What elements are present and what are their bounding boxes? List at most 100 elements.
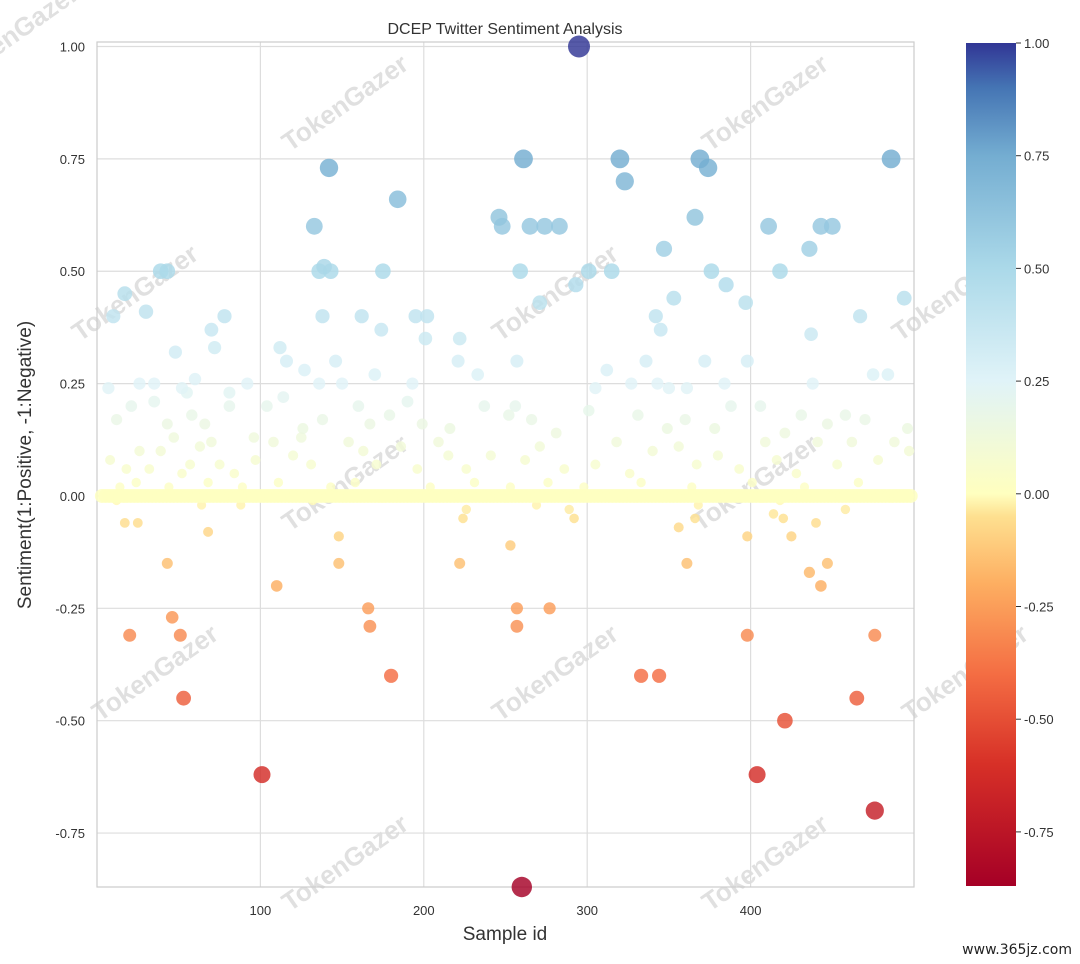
data-point (503, 409, 515, 421)
colorbar-tick-label: 0.00 (1024, 487, 1049, 502)
data-point (443, 450, 454, 461)
data-point (748, 766, 766, 784)
data-point (383, 409, 396, 421)
data-point (316, 414, 329, 426)
data-point (581, 263, 597, 280)
data-point (253, 766, 271, 784)
data-point (133, 377, 146, 390)
data-point (551, 217, 568, 235)
data-point (204, 322, 219, 337)
data-point (673, 441, 684, 452)
colorbar-tick-label: 0.25 (1024, 374, 1049, 389)
data-point (511, 876, 532, 898)
data-point (509, 400, 522, 412)
data-point (559, 464, 570, 474)
watermark-text: TokenGazer (86, 618, 224, 727)
data-point (534, 441, 545, 452)
data-point (111, 414, 123, 426)
data-point (636, 477, 646, 488)
data-point (896, 290, 912, 306)
data-point (384, 668, 399, 683)
data-point (490, 208, 508, 226)
data-point (881, 149, 901, 169)
data-point (352, 400, 365, 412)
data-point (329, 354, 343, 368)
data-point (138, 304, 154, 319)
x-axis-ticks: 100 200 300 400 (250, 903, 762, 918)
y-tick-label: 0.25 (60, 377, 85, 392)
data-point (801, 240, 818, 257)
data-point (371, 459, 382, 470)
data-point (297, 423, 309, 434)
data-point (821, 418, 833, 430)
y-tick-label: 1.00 (60, 39, 85, 54)
data-point (364, 418, 376, 430)
data-point (651, 377, 664, 390)
data-point (102, 382, 115, 395)
data-point (461, 504, 471, 515)
data-point (277, 391, 290, 403)
data-points (94, 35, 918, 898)
data-point (840, 504, 851, 515)
data-point (132, 518, 143, 528)
data-point (777, 712, 793, 729)
data-point (853, 477, 864, 488)
x-tick-label: 100 (250, 903, 272, 918)
data-point (125, 400, 138, 412)
data-point (866, 368, 880, 381)
data-point (742, 531, 753, 542)
chart-title: DCEP Twitter Sentiment Analysis (387, 21, 622, 38)
data-point (803, 566, 816, 579)
data-point (510, 619, 524, 633)
data-point (131, 477, 141, 488)
data-point (536, 217, 554, 235)
data-point (362, 602, 375, 615)
data-point (117, 286, 133, 302)
data-point (217, 309, 232, 324)
data-point (853, 309, 868, 324)
data-point (176, 690, 192, 706)
data-point (412, 464, 423, 474)
data-point (315, 309, 330, 324)
y-tick-label: 0.75 (60, 152, 85, 167)
data-point (679, 414, 691, 426)
data-point (804, 327, 818, 342)
colorbar (966, 43, 1016, 886)
data-point (119, 518, 130, 528)
data-point (420, 309, 435, 324)
data-point (248, 432, 260, 443)
data-point (738, 295, 753, 311)
data-point (261, 400, 273, 412)
y-tick-label: -0.25 (55, 601, 85, 616)
data-point (903, 445, 915, 457)
data-point (478, 400, 491, 412)
data-point (188, 372, 202, 386)
data-point (374, 322, 389, 337)
colorbar-tick-label: 1.00 (1024, 36, 1049, 51)
data-point (452, 331, 467, 346)
data-point (712, 450, 724, 461)
data-point (368, 368, 382, 381)
data-point (811, 518, 821, 528)
data-point (760, 436, 771, 448)
data-point (375, 263, 391, 280)
data-point (615, 172, 634, 191)
data-point (273, 477, 284, 488)
colorbar-tick-label: -0.75 (1024, 825, 1054, 840)
data-point (771, 455, 782, 465)
data-point (123, 628, 137, 642)
data-point (505, 540, 516, 551)
data-point (268, 436, 279, 448)
data-point (868, 628, 882, 642)
data-point (296, 432, 307, 443)
data-point (203, 477, 213, 488)
data-point (873, 455, 884, 465)
data-point (395, 441, 407, 452)
data-point (416, 418, 428, 430)
data-point (673, 522, 684, 533)
plot-area (96, 41, 915, 888)
data-point (159, 263, 176, 280)
data-point (458, 513, 468, 524)
y-tick-label: 0.00 (60, 489, 85, 504)
